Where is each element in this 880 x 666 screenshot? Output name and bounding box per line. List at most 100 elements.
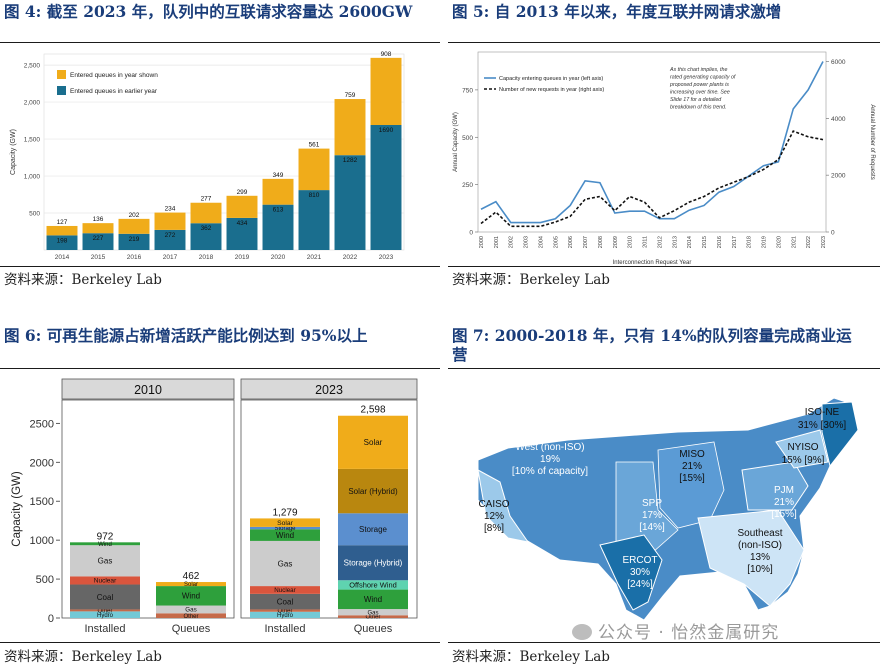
fig4-bar-segment xyxy=(226,217,258,250)
fig4-bar-segment xyxy=(46,235,78,250)
fig6-ytick-label: 1000 xyxy=(30,535,54,547)
fig4-bar-segment xyxy=(334,155,366,250)
fig6-bar-segment xyxy=(250,609,320,612)
fig6-ytick-label: 2000 xyxy=(30,457,54,469)
watermark-text: 公众号 · 怡然金属研究 xyxy=(598,623,780,643)
fig6-segment-label: Storage (Hybrid) xyxy=(344,559,403,568)
fig6-segment-label: Other xyxy=(97,609,112,615)
fig6-bar-segment xyxy=(250,611,320,618)
map-region-label: 21% xyxy=(682,461,702,472)
fig4-data-label: 198 xyxy=(57,237,68,244)
fig4-ytick-label: 500 xyxy=(29,211,40,218)
fig5-ytick-right-label: 0 xyxy=(831,230,835,237)
fig5-xtick-label: 2020 xyxy=(776,236,782,248)
map-region-label: [15%] xyxy=(771,509,797,520)
fig6-bar-segment xyxy=(338,513,408,546)
fig6-segment-label: Solar xyxy=(184,582,198,588)
pjm-region xyxy=(741,461,809,511)
fig4-ytick-label: 1,000 xyxy=(24,174,41,181)
map-region-label: PJM xyxy=(774,485,794,496)
fig6-segment-label: Gas xyxy=(367,610,378,616)
map-region-label: 19% xyxy=(540,454,560,465)
fig4-bar-segment xyxy=(118,233,150,250)
fig5-xtick-label: 2006 xyxy=(568,236,574,248)
map-region-label: 12% xyxy=(484,511,504,522)
fig6-segment-label: Wind xyxy=(276,531,294,540)
fig4-data-label: 219 xyxy=(129,236,140,243)
fig6-segment-label: Solar xyxy=(277,520,294,527)
fig4-bar-segment xyxy=(298,190,330,250)
fig4-bar-segment xyxy=(154,229,186,250)
fig5-xtick-label: 2005 xyxy=(553,236,559,248)
fig4-data-label: 1690 xyxy=(379,127,394,134)
fig4-bar-segment xyxy=(82,223,114,234)
fig5-xlabel: Interconnection Request Year xyxy=(613,260,692,266)
fig6-source: 资料来源：Berkeley Lab xyxy=(4,649,162,665)
fig4-bar-segment xyxy=(46,225,78,236)
fig5-plot-area xyxy=(477,51,827,233)
fig4-data-label: 227 xyxy=(93,235,104,242)
fig6-segment-label: Wind xyxy=(364,595,382,604)
fig6-bar-segment xyxy=(70,545,140,577)
fig5-ytick-left-label: 500 xyxy=(462,135,473,142)
fig5-top-rule xyxy=(448,42,880,43)
fig6-segment-label: Hydro xyxy=(277,613,294,619)
nyiso-region xyxy=(775,429,829,469)
fig4-data-label: 908 xyxy=(381,51,392,58)
fig5-xtick-label: 2013 xyxy=(672,236,678,248)
ercot-region xyxy=(599,534,663,611)
fig6-segment-label: Other xyxy=(183,614,198,620)
fig5-ytick-left-label: 750 xyxy=(462,87,473,94)
map-region-label: 21% xyxy=(774,497,794,508)
map-region-label: (non-ISO) xyxy=(738,540,782,551)
fig4-data-label: 1282 xyxy=(343,157,358,164)
fig6-bar-segment xyxy=(250,586,320,594)
fig5-xtick-label: 2015 xyxy=(702,236,708,248)
fig4-bar-segment xyxy=(82,233,114,250)
fig4-xtick-label: 2020 xyxy=(271,254,286,261)
fig6-bar-segment xyxy=(156,613,226,618)
fig6-total-label: 462 xyxy=(183,571,200,582)
fig6-segment-label: Coal xyxy=(277,597,294,606)
fig6-title: 图 6: 可再生能源占新增活跃产能比例达到 95%以上 xyxy=(4,326,368,345)
fig5-ylabel-left: Annual Capacity (GW) xyxy=(453,112,459,172)
map-region-label: SPP xyxy=(642,498,662,509)
fig4-xtick-label: 2019 xyxy=(235,254,250,261)
fig4-ytick-label: 2,500 xyxy=(24,63,41,70)
fig4-bar-segment xyxy=(370,57,402,126)
map-region-label: [8%] xyxy=(484,523,504,534)
map-region-label: Southeast xyxy=(737,528,782,539)
fig5-ylabel-right: Annual Number of Requests xyxy=(869,104,875,179)
fig4-data-label: 127 xyxy=(57,219,68,226)
fig5-annotation-line: As this chart implies, the xyxy=(669,67,727,73)
fig4-data-label: 272 xyxy=(165,232,176,239)
fig4-data-label: 349 xyxy=(273,172,284,179)
fig6-bar-segment xyxy=(70,542,140,546)
map-region-label: [24%] xyxy=(627,579,653,590)
fig5-ytick-left-label: 250 xyxy=(462,182,473,189)
fig6-total-label: 2,598 xyxy=(360,405,385,416)
fig6-xtick-label: Installed xyxy=(265,623,306,635)
fig6-xtick-label: Queues xyxy=(354,623,393,635)
fig5-xtick-label: 2018 xyxy=(747,236,753,248)
fig6-ylabel: Capacity (GW) xyxy=(11,471,23,547)
fig6-bar-segment xyxy=(156,605,226,614)
fig4-xtick-label: 2016 xyxy=(127,254,142,261)
map-region-label: West (non-ISO) xyxy=(515,442,584,453)
fig6-panel-label: 2010 xyxy=(134,383,162,397)
fig5-source: 资料来源：Berkeley Lab xyxy=(452,272,610,288)
fig5-ytick-right-label: 4000 xyxy=(831,116,846,123)
fig5-ytick-right-label: 2000 xyxy=(831,173,846,180)
fig6-bar-segment xyxy=(250,518,320,527)
fig5-xtick-label: 2001 xyxy=(494,236,500,248)
fig4-source: 资料来源：Berkeley Lab xyxy=(4,272,162,288)
map-region-label: ERCOT xyxy=(623,555,658,566)
fig4-bar-segment xyxy=(226,195,258,218)
fig6-panel-label: 2023 xyxy=(315,383,343,397)
isone-region xyxy=(821,401,859,468)
map-region-label: 17% xyxy=(642,510,662,521)
fig6-segment-label: Nuclear xyxy=(274,587,295,594)
fig4-data-label: 299 xyxy=(237,189,248,196)
fig5-annotation-line: Slide 17 for a detailed xyxy=(670,97,722,103)
fig5-xtick-label: 2003 xyxy=(524,236,530,248)
